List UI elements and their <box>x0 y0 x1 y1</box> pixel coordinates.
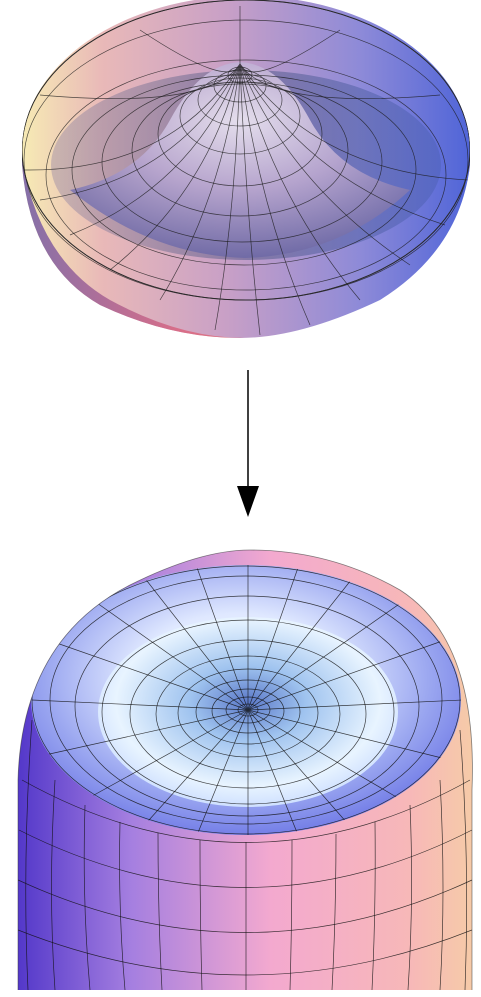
bottom-surface <box>17 549 473 990</box>
top-surface <box>22 0 470 339</box>
down-arrow <box>237 370 259 517</box>
